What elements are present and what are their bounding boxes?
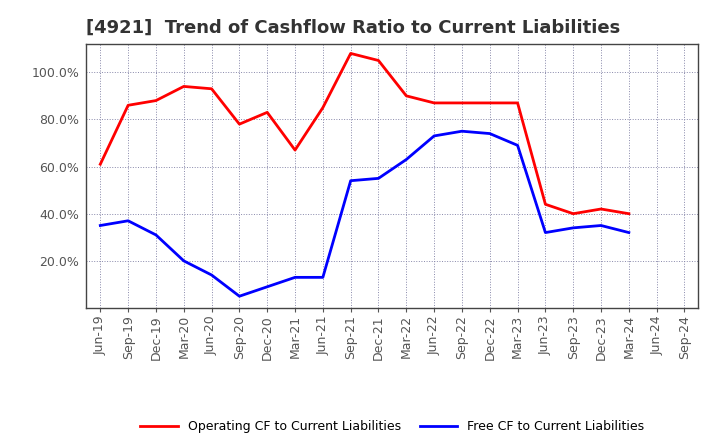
Operating CF to Current Liabilities [374, 58, 383, 63]
Free CF to Current Liabilities [124, 218, 132, 224]
Free CF to Current Liabilities [597, 223, 606, 228]
Free CF to Current Liabilities [402, 157, 410, 162]
Free CF to Current Liabilities [96, 223, 104, 228]
Free CF to Current Liabilities [430, 133, 438, 139]
Free CF to Current Liabilities [513, 143, 522, 148]
Operating CF to Current Liabilities [569, 211, 577, 216]
Operating CF to Current Liabilities [458, 100, 467, 106]
Operating CF to Current Liabilities [152, 98, 161, 103]
Operating CF to Current Liabilities [318, 105, 327, 110]
Operating CF to Current Liabilities [96, 161, 104, 167]
Free CF to Current Liabilities [374, 176, 383, 181]
Operating CF to Current Liabilities [263, 110, 271, 115]
Free CF to Current Liabilities [291, 275, 300, 280]
Free CF to Current Liabilities [458, 128, 467, 134]
Operating CF to Current Liabilities [430, 100, 438, 106]
Operating CF to Current Liabilities [207, 86, 216, 92]
Operating CF to Current Liabilities [124, 103, 132, 108]
Line: Operating CF to Current Liabilities: Operating CF to Current Liabilities [100, 53, 629, 214]
Text: [4921]  Trend of Cashflow Ratio to Current Liabilities: [4921] Trend of Cashflow Ratio to Curren… [86, 19, 621, 37]
Free CF to Current Liabilities [346, 178, 355, 183]
Free CF to Current Liabilities [235, 293, 243, 299]
Free CF to Current Liabilities [318, 275, 327, 280]
Legend: Operating CF to Current Liabilities, Free CF to Current Liabilities: Operating CF to Current Liabilities, Fre… [135, 414, 649, 437]
Operating CF to Current Liabilities [291, 147, 300, 153]
Operating CF to Current Liabilities [624, 211, 633, 216]
Operating CF to Current Liabilities [346, 51, 355, 56]
Free CF to Current Liabilities [569, 225, 577, 231]
Free CF to Current Liabilities [624, 230, 633, 235]
Line: Free CF to Current Liabilities: Free CF to Current Liabilities [100, 131, 629, 296]
Free CF to Current Liabilities [541, 230, 550, 235]
Operating CF to Current Liabilities [235, 121, 243, 127]
Operating CF to Current Liabilities [485, 100, 494, 106]
Free CF to Current Liabilities [179, 258, 188, 264]
Free CF to Current Liabilities [263, 284, 271, 290]
Operating CF to Current Liabilities [179, 84, 188, 89]
Operating CF to Current Liabilities [541, 202, 550, 207]
Operating CF to Current Liabilities [402, 93, 410, 99]
Operating CF to Current Liabilities [597, 206, 606, 212]
Free CF to Current Liabilities [152, 232, 161, 238]
Operating CF to Current Liabilities [513, 100, 522, 106]
Free CF to Current Liabilities [485, 131, 494, 136]
Free CF to Current Liabilities [207, 272, 216, 278]
